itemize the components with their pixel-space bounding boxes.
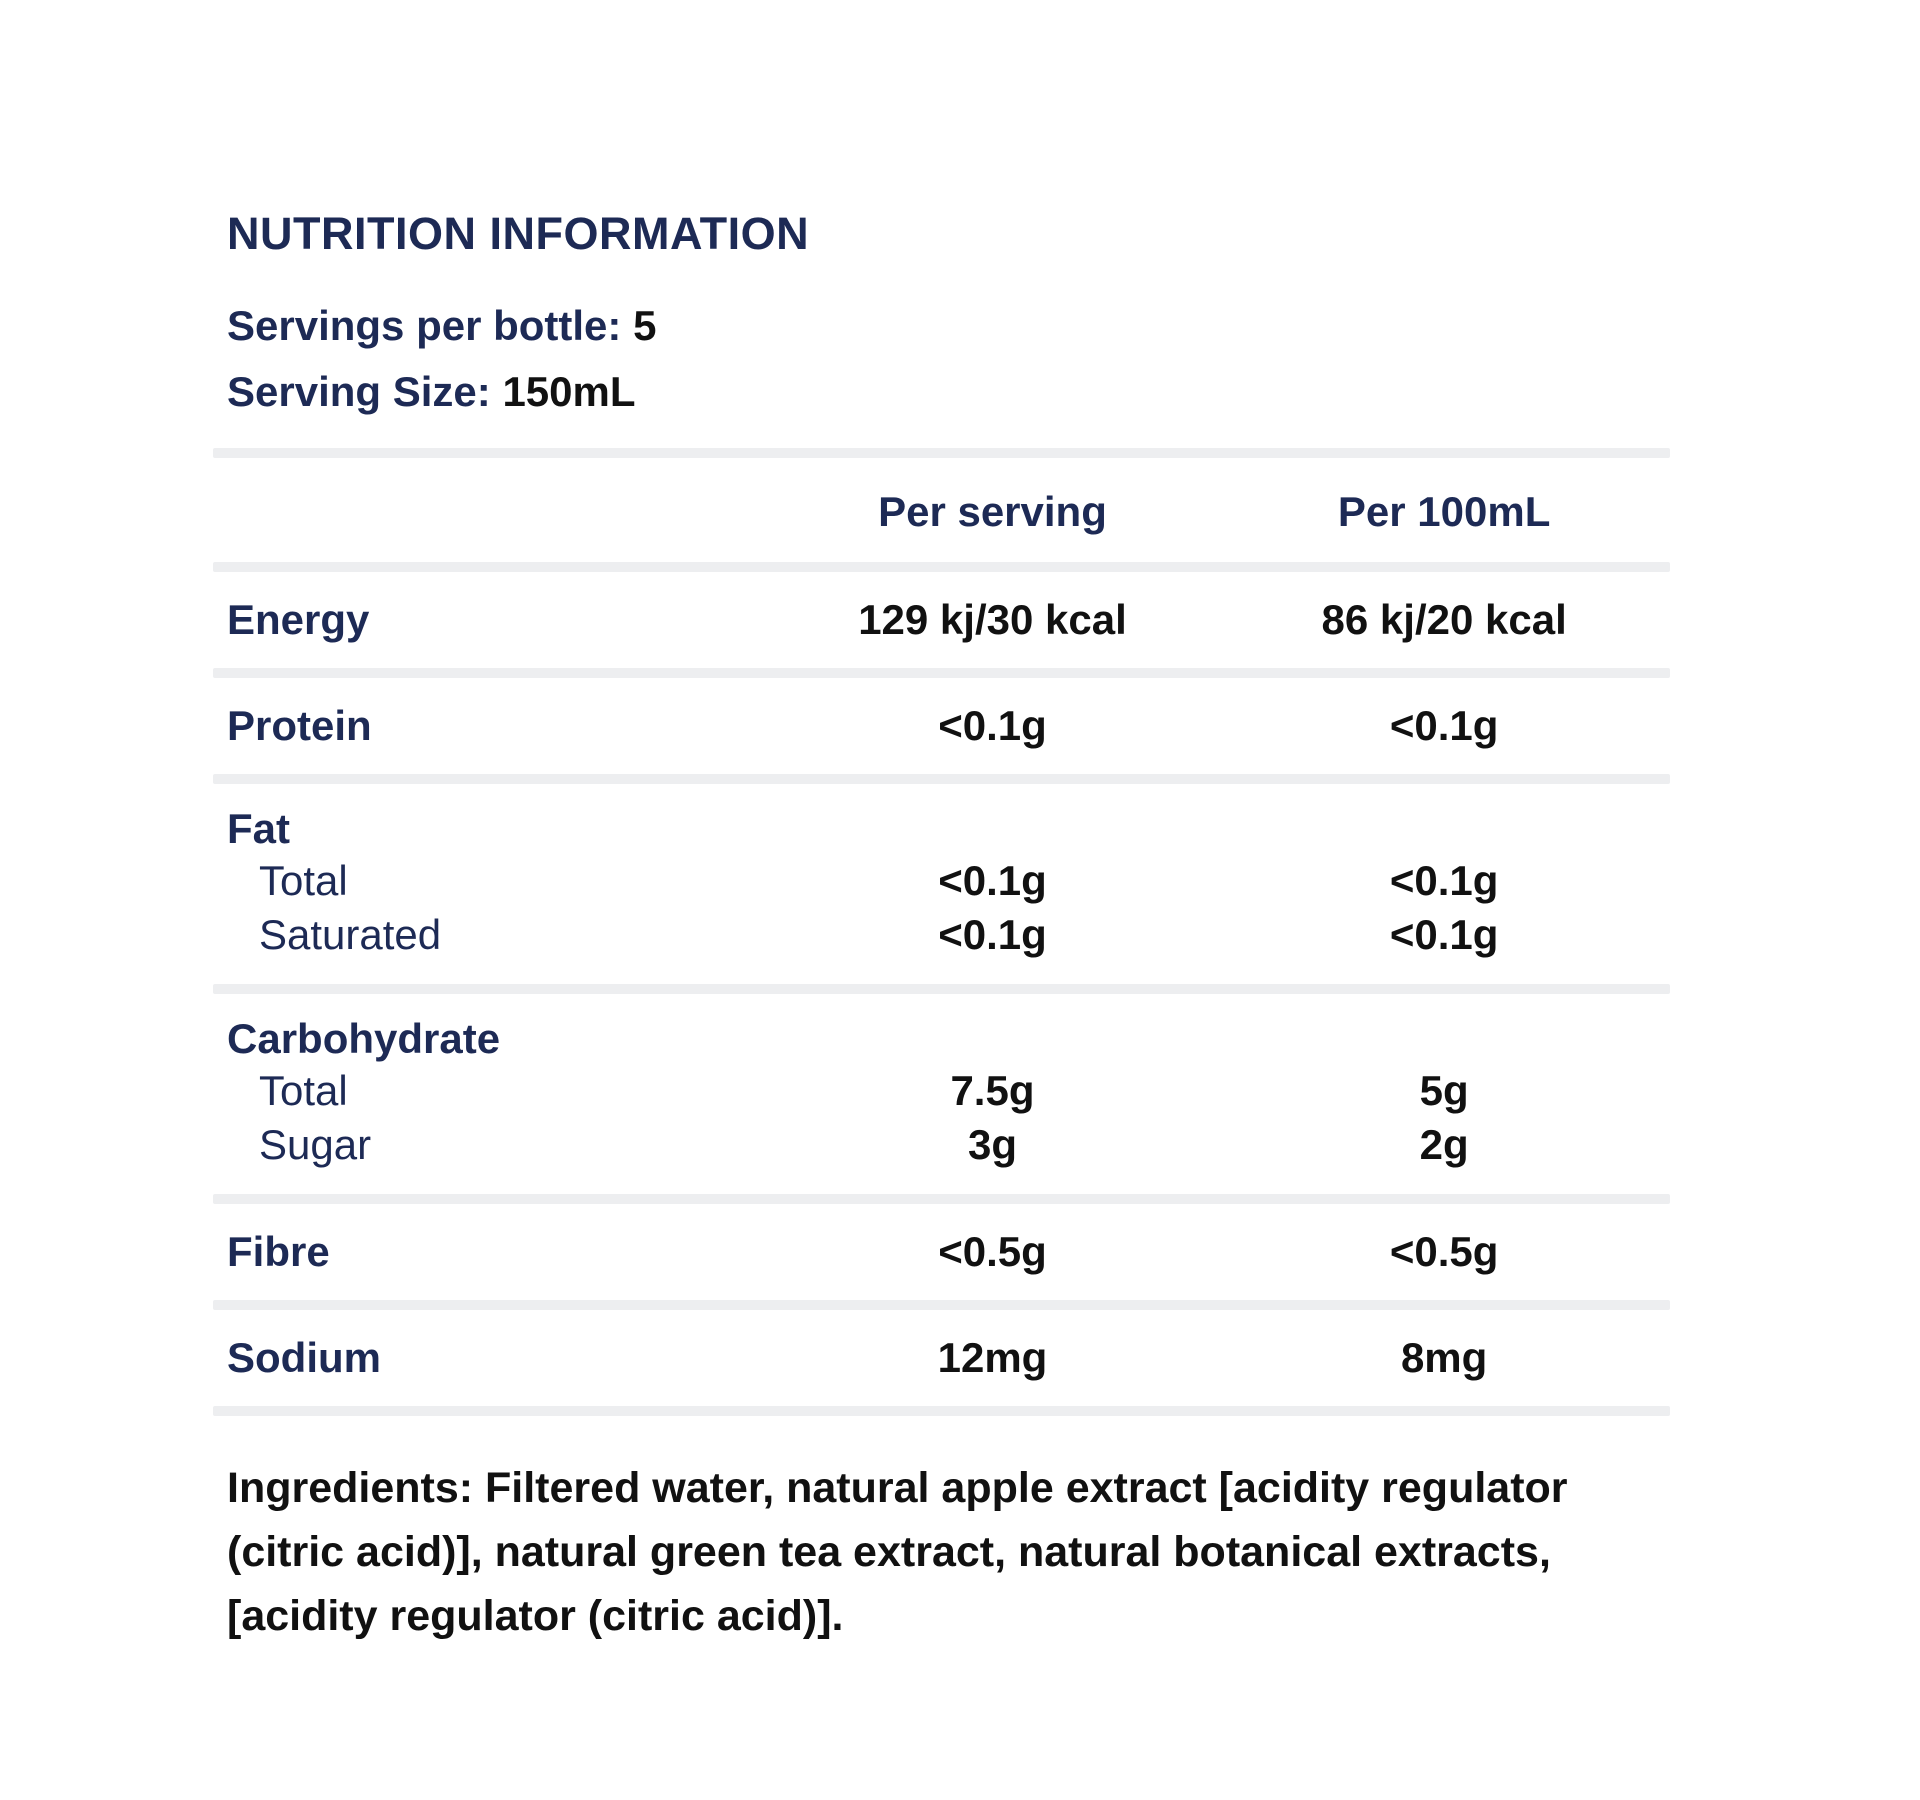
row-value-per-serving: <0.5g <box>938 1228 1047 1275</box>
row-label: Protein <box>227 702 372 749</box>
row-value-per-serving: 3g <box>967 1121 1017 1168</box>
divider <box>213 1194 1670 1204</box>
section-label: Fat <box>227 805 290 852</box>
table-header-row: Per serving Per 100mL <box>213 458 1670 562</box>
sub-row-label: Saturated <box>259 911 442 958</box>
divider <box>213 448 1670 458</box>
row-label: Fibre <box>227 1228 330 1275</box>
table-section-carbohydrate: Carbohydrate Total 7.5g 5g Sugar 3g 2g <box>213 994 1670 1194</box>
table-row-fat-saturated: Saturated <0.1g <0.1g <box>213 908 1670 962</box>
divider <box>213 562 1670 572</box>
row-value-per-100ml: 86 kj/20 kcal <box>1321 596 1567 643</box>
table-section-fat: Fat Total <0.1g <0.1g Saturated <0.1g <0… <box>213 784 1670 984</box>
section-label: Carbohydrate <box>227 1015 501 1062</box>
row-value-per-serving: 12mg <box>937 1334 1048 1381</box>
row-value-per-100ml: 2g <box>1419 1121 1469 1168</box>
sub-row-label: Sugar <box>259 1121 372 1168</box>
divider <box>213 1406 1670 1416</box>
header-per-serving: Per serving <box>878 488 1107 535</box>
table-row-sodium: Sodium 12mg 8mg <box>213 1310 1670 1406</box>
header-per-100ml: Per 100mL <box>1337 488 1551 535</box>
table-row-protein: Protein <0.1g <0.1g <box>213 678 1670 774</box>
row-label: Energy <box>227 596 370 643</box>
row-value-per-100ml: <0.1g <box>1389 702 1499 749</box>
row-value-per-serving: 7.5g <box>950 1067 1035 1114</box>
row-value-per-serving: <0.1g <box>938 857 1047 904</box>
label-content: NUTRITION INFORMATION Servings per bottl… <box>213 208 1670 1648</box>
table-row-fat-total: Total <0.1g <0.1g <box>213 854 1670 908</box>
row-value-per-100ml: 8mg <box>1400 1334 1488 1381</box>
table-row-energy: Energy 129 kj/30 kcal 86 kj/20 kcal <box>213 572 1670 668</box>
servings-per-bottle-value: 5 <box>633 302 657 349</box>
row-value-per-100ml: 5g <box>1419 1067 1469 1114</box>
sub-row-label: Total <box>259 1067 348 1114</box>
row-value-per-100ml: <0.5g <box>1389 1228 1499 1275</box>
sub-row-label: Total <box>259 857 348 904</box>
serving-size-label: Serving Size: <box>227 368 491 415</box>
row-value-per-serving: <0.1g <box>938 911 1047 958</box>
servings-per-bottle-label: Servings per bottle: <box>227 302 622 349</box>
row-value-per-100ml: <0.1g <box>1389 911 1499 958</box>
row-label: Sodium <box>227 1334 381 1381</box>
page-title: NUTRITION INFORMATION <box>227 208 810 259</box>
serving-size-line: Serving Size: 150mL <box>227 368 1670 416</box>
row-value-per-100ml: <0.1g <box>1389 857 1499 904</box>
servings-per-bottle-line: Servings per bottle: 5 <box>227 302 1670 350</box>
divider <box>213 774 1670 784</box>
table-row-carbohydrate-total: Total 7.5g 5g <box>213 1064 1670 1118</box>
row-value-per-serving: 129 kj/30 kcal <box>858 596 1127 643</box>
divider <box>213 668 1670 678</box>
divider <box>213 1300 1670 1310</box>
row-value-per-serving: <0.1g <box>938 702 1047 749</box>
divider <box>213 984 1670 994</box>
table-row-fibre: Fibre <0.5g <0.5g <box>213 1204 1670 1300</box>
table-row-carbohydrate-sugar: Sugar 3g 2g <box>213 1118 1670 1172</box>
ingredients-text: Ingredients: Filtered water, natural app… <box>227 1464 1568 1640</box>
serving-size-value: 150mL <box>502 368 636 415</box>
